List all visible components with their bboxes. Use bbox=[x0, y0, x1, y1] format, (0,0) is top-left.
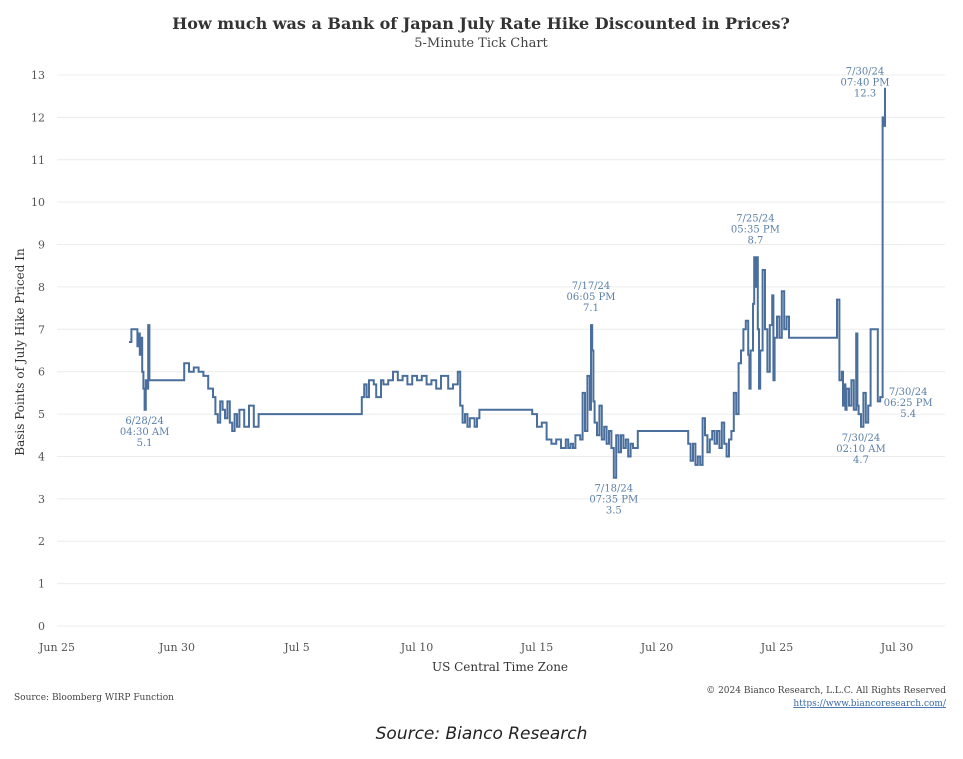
y-axis-label: Basis Points of July Hike Priced In bbox=[13, 248, 27, 456]
footer-copyright: © 2024 Bianco Research, L.L.C. All Right… bbox=[706, 686, 946, 696]
y-tick-label: 9 bbox=[38, 239, 45, 252]
y-tick-label: 13 bbox=[31, 69, 45, 82]
annotation-line: 8.7 bbox=[747, 235, 763, 246]
y-tick-label: 3 bbox=[38, 493, 45, 506]
x-tick-label: Jul 15 bbox=[520, 641, 554, 654]
annotation-line: 4.7 bbox=[853, 455, 869, 466]
annotation-label: 7/30/24 02:10 AM 4.7 bbox=[836, 433, 885, 466]
annotation-line: 05:35 PM bbox=[731, 224, 780, 235]
footer-source: Source: Bloomberg WIRP Function bbox=[14, 693, 174, 703]
annotation-line: 12.3 bbox=[854, 89, 876, 100]
series-group bbox=[129, 87, 886, 479]
annotation-label: 7/25/24 05:35 PM 8.7 bbox=[731, 213, 780, 246]
x-axis: Jun 25 Jun 30 Jul 5 Jul 10 Jul 15 Jul 20 Jul 2… bbox=[38, 641, 913, 654]
annotation-line: 7/30/24 bbox=[842, 433, 881, 444]
annotation-label: 7/18/24 07:35 PM 3.5 bbox=[589, 484, 638, 517]
annotation-label: 7/30/24 07:40 PM 12.3 bbox=[841, 67, 890, 100]
annotation-line: 7.1 bbox=[583, 303, 599, 314]
image-caption: Source: Bianco Research bbox=[375, 724, 588, 744]
y-tick-label: 4 bbox=[38, 450, 45, 463]
y-tick-label: 2 bbox=[38, 535, 45, 548]
chart-subtitle: 5-Minute Tick Chart bbox=[414, 36, 548, 51]
annotation-line: 06:25 PM bbox=[884, 398, 933, 409]
annotation-line: 5.1 bbox=[137, 438, 153, 449]
grid bbox=[57, 74, 945, 627]
annotation-line: 7/25/24 bbox=[736, 213, 775, 224]
y-tick-label: 11 bbox=[31, 154, 45, 167]
annotation-line: 7/30/24 bbox=[889, 387, 928, 398]
y-tick-label: 8 bbox=[38, 281, 45, 294]
annotation-line: 3.5 bbox=[606, 506, 622, 517]
annotation-line: 06:05 PM bbox=[567, 292, 616, 303]
y-tick-label: 10 bbox=[31, 196, 45, 209]
annotation-label: 7/17/24 06:05 PM 7.1 bbox=[567, 281, 616, 314]
footer-url[interactable]: https://www.biancoresearch.com/ bbox=[793, 699, 947, 709]
annotation-line: 07:40 PM bbox=[841, 78, 890, 89]
series-line-0 bbox=[129, 87, 886, 479]
annotation-line: 7/17/24 bbox=[572, 281, 611, 292]
chart-title: How much was a Bank of Japan July Rate H… bbox=[172, 14, 790, 33]
annotation-line: 5.4 bbox=[900, 409, 916, 420]
y-tick-label: 5 bbox=[38, 408, 45, 421]
annotation-line: 07:35 PM bbox=[589, 495, 638, 506]
x-tick-label: Jul 10 bbox=[400, 641, 434, 654]
annotation-line: 04:30 AM bbox=[120, 427, 169, 438]
y-tick-label: 0 bbox=[38, 620, 45, 633]
annotation-label: 6/28/24 04:30 AM 5.1 bbox=[120, 416, 169, 449]
y-tick-label: 7 bbox=[38, 323, 45, 336]
annotation-line: 6/28/24 bbox=[125, 416, 164, 427]
x-tick-label: Jul 30 bbox=[880, 641, 914, 654]
x-tick-label: Jul 20 bbox=[640, 641, 674, 654]
x-tick-label: Jul 25 bbox=[760, 641, 794, 654]
y-tick-label: 12 bbox=[31, 111, 45, 124]
x-tick-label: Jun 30 bbox=[158, 641, 195, 654]
x-tick-label: Jul 5 bbox=[283, 641, 310, 654]
annotation-line: 02:10 AM bbox=[836, 444, 885, 455]
annotation-label: 7/30/24 06:25 PM 5.4 bbox=[884, 387, 933, 420]
x-tick-label: Jun 25 bbox=[38, 641, 75, 654]
annotation-line: 7/30/24 bbox=[846, 67, 885, 78]
annotation-line: 7/18/24 bbox=[595, 484, 634, 495]
y-tick-label: 6 bbox=[38, 366, 45, 379]
annotations: 6/28/24 04:30 AM 5.1 7/17/24 06:05 PM 7.1 7/18… bbox=[120, 67, 933, 517]
y-tick-label: 1 bbox=[38, 578, 45, 591]
x-axis-label: US Central Time Zone bbox=[432, 660, 568, 674]
